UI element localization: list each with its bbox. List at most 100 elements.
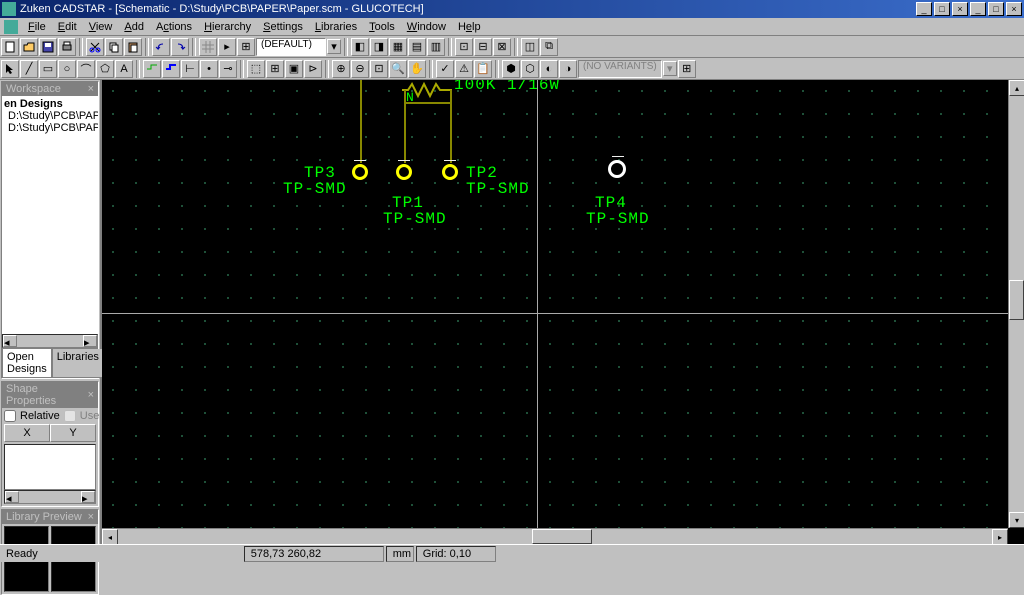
scroll-down-icon[interactable]: ▾ [1009,512,1024,528]
tp4-symbol[interactable] [608,160,626,178]
layer-combo[interactable]: (DEFAULT) [256,38,326,56]
select-button[interactable]: ▸ [218,38,236,56]
tree-root[interactable]: en Designs [4,98,96,110]
shape-list[interactable] [4,444,96,490]
close-button[interactable]: × [952,2,968,16]
zoom-window-tool[interactable]: 🔍 [389,60,407,78]
menu-edit[interactable]: Edit [52,19,83,35]
part-tool[interactable]: ⊞ [266,60,284,78]
menu-view[interactable]: View [83,19,119,35]
tab-libraries[interactable]: Libraries [52,349,104,378]
zoom-out-tool[interactable]: ⊖ [351,60,369,78]
y-button[interactable]: Y [50,424,96,442]
tree-hscroll[interactable]: ◂▸ [2,334,98,348]
tp1-symbol[interactable] [396,164,412,180]
cut-button[interactable] [86,38,104,56]
menu-libraries[interactable]: Libraries [309,19,363,35]
doc-minimize-button[interactable]: _ [970,2,986,16]
tree-item[interactable]: D:\Study\PCB\PAPER\Pa [4,122,96,134]
scroll-up-icon[interactable]: ▴ [1009,80,1024,96]
shape-close-icon[interactable]: × [88,389,94,401]
paste-button[interactable] [124,38,142,56]
redo-button[interactable] [171,38,189,56]
comp-tool[interactable]: ⬚ [247,60,265,78]
menu-settings[interactable]: Settings [257,19,309,35]
vscroll-thumb[interactable] [1009,280,1024,320]
tool-c[interactable]: ◨ [370,38,388,56]
poly-tool[interactable]: ⬠ [96,60,114,78]
port-tool[interactable]: ⊳ [304,60,322,78]
schematic-canvas[interactable]: N R2 100K 1/16W N TP3 TP-SMD TP1 TP-SMD [102,80,1008,528]
tool-e[interactable]: ▤ [408,38,426,56]
zoom-fit-tool[interactable]: ⊡ [370,60,388,78]
tool-f[interactable]: ▥ [427,38,445,56]
misc-3[interactable]: ◐ [540,60,558,78]
open-button[interactable] [20,38,38,56]
preview-close-icon[interactable]: × [88,511,94,523]
text-tool[interactable]: A [115,60,133,78]
pan-tool[interactable]: ✋ [408,60,426,78]
menu-tools[interactable]: Tools [363,19,401,35]
menu-window[interactable]: Window [401,19,452,35]
misc-1[interactable]: ⬢ [502,60,520,78]
tool-b[interactable]: ◧ [351,38,369,56]
circle-tool[interactable]: ○ [58,60,76,78]
tool-a[interactable]: ⊞ [237,38,255,56]
tp3-symbol[interactable] [352,164,368,180]
tool-d[interactable]: ▦ [389,38,407,56]
combo-dropdown-icon[interactable]: ▾ [327,39,341,54]
tool-h[interactable]: ⊟ [474,38,492,56]
misc-4[interactable]: ◑ [559,60,577,78]
shape-hscroll[interactable]: ◂▸ [4,490,96,504]
tool-i[interactable]: ⊠ [493,38,511,56]
vertical-scrollbar[interactable]: ▴ ▾ [1008,80,1024,528]
grid-button[interactable] [199,38,217,56]
tool-g[interactable]: ⊡ [455,38,473,56]
menu-hierarchy[interactable]: Hierarchy [198,19,257,35]
new-button[interactable] [1,38,19,56]
hscroll-thumb[interactable] [532,529,592,544]
maximize-button[interactable]: □ [934,2,950,16]
x-button[interactable]: X [4,424,50,442]
print-button[interactable] [58,38,76,56]
save-button[interactable] [39,38,57,56]
menu-file[interactable]: File [22,19,52,35]
line-tool[interactable]: ╱ [20,60,38,78]
pointer-tool[interactable] [1,60,19,78]
pin-tool[interactable]: ⊸ [219,60,237,78]
tool-j[interactable]: ◫ [521,38,539,56]
scroll-left-icon[interactable]: ◂ [102,529,118,545]
minimize-button[interactable]: _ [916,2,932,16]
report-tool[interactable]: 📋 [474,60,492,78]
relative-checkbox[interactable] [4,410,16,422]
scroll-right-icon[interactable]: ▸ [992,529,1008,545]
misc-5[interactable]: ⊞ [678,60,696,78]
block-tool[interactable]: ▣ [285,60,303,78]
tab-open-designs[interactable]: Open Designs [2,349,52,378]
erc-tool[interactable]: ⚠ [455,60,473,78]
menu-add[interactable]: Add [118,19,150,35]
doc-close-button[interactable]: × [1006,2,1022,16]
net-tool[interactable]: ⊢ [181,60,199,78]
drc-tool[interactable]: ✓ [436,60,454,78]
horizontal-scrollbar[interactable]: ◂ ▸ [102,528,1008,544]
misc-2[interactable]: ⬡ [521,60,539,78]
menu-help[interactable]: Help [452,19,487,35]
menu-actions[interactable]: Actions [150,19,198,35]
workspace-tree[interactable]: en Designs D:\Study\PCB\PAPER\Pa D:\Stud… [2,96,98,334]
bus-tool[interactable] [162,60,180,78]
wire-tool[interactable] [143,60,161,78]
doc-maximize-button[interactable]: □ [988,2,1004,16]
zoom-in-tool[interactable]: ⊕ [332,60,350,78]
rect-tool[interactable]: ▭ [39,60,57,78]
variant-dropdown-icon[interactable]: ▾ [663,61,677,76]
tp2-symbol[interactable] [442,164,458,180]
tool-k[interactable]: ⧉ [540,38,558,56]
undo-button[interactable] [152,38,170,56]
tree-item[interactable]: D:\Study\PCB\PAPER\Pa [4,110,96,122]
variant-combo[interactable]: (NO VARIANTS) [578,60,662,78]
workspace-close-icon[interactable]: × [88,83,94,95]
arc-tool[interactable]: ⌒ [77,60,95,78]
junction-tool[interactable]: • [200,60,218,78]
copy-button[interactable] [105,38,123,56]
